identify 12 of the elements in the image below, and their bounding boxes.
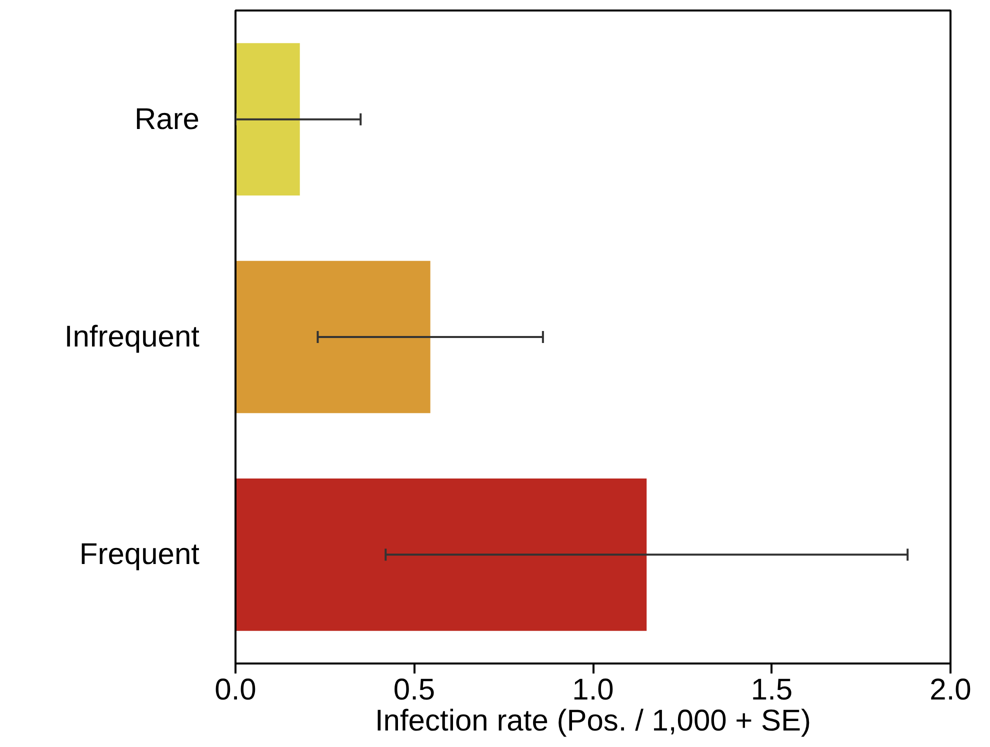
x-tick-label: 0.5 [393, 674, 436, 706]
y-tick-label: Infrequent [64, 320, 200, 354]
x-axis-title: Infection rate (Pos. / 1,000 + SE) [374, 704, 812, 738]
bar [236, 478, 647, 631]
bar [236, 43, 300, 196]
x-tick-label: 0.0 [214, 674, 256, 706]
x-tick-label: 2.0 [930, 674, 972, 706]
x-tick-label: 1.5 [750, 674, 793, 706]
x-tick-label: 1.0 [572, 674, 614, 706]
bar [236, 260, 430, 414]
y-tick-label: Rare [134, 102, 200, 136]
y-tick-label: Frequent [79, 538, 200, 572]
